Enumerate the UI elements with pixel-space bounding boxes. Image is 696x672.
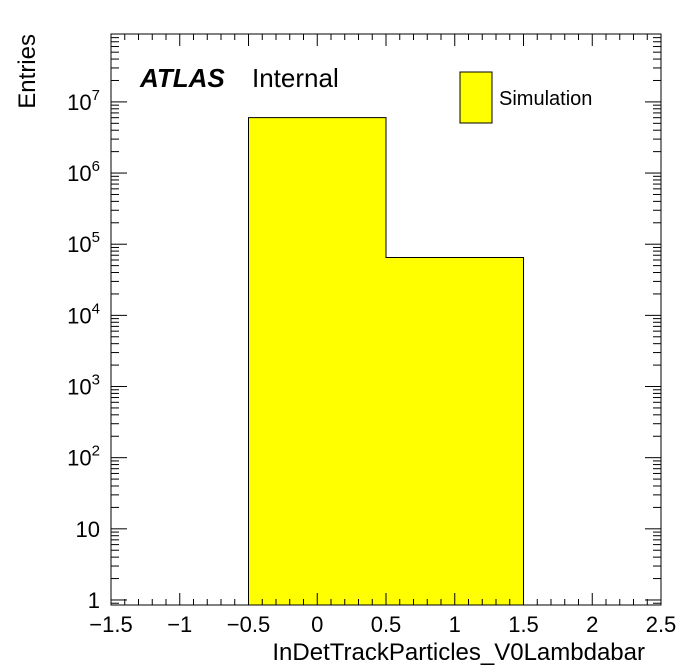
histogram-bar-1 xyxy=(386,257,524,605)
x-tick-label: 2.5 xyxy=(646,612,677,637)
atlas-status-label: Internal xyxy=(252,63,339,93)
x-tick-label: 0.5 xyxy=(371,612,402,637)
histogram-bar-0 xyxy=(248,117,386,606)
y-axis-title: Entries xyxy=(14,34,41,109)
y-tick-label: 1 xyxy=(88,588,100,613)
y-tick-label: 10 xyxy=(76,517,100,542)
x-tick-label: 1.5 xyxy=(508,612,539,637)
x-tick-label: 0 xyxy=(311,612,323,637)
x-tick-label: −1 xyxy=(167,612,192,637)
x-tick-label: 1 xyxy=(449,612,461,637)
y-tick-label: 105 xyxy=(67,229,100,257)
histogram-bars xyxy=(248,117,524,606)
y-axis-tick-labels: 1 10 102 103 104 105 106 107 xyxy=(67,87,100,613)
x-tick-label: 2 xyxy=(586,612,598,637)
y-tick-label: 104 xyxy=(67,300,100,328)
x-axis-tick-labels: −1.5 −1 −0.5 0 0.5 1 1.5 2 2.5 xyxy=(89,612,676,637)
x-axis-ticks xyxy=(110,34,662,605)
histogram-outline xyxy=(248,117,524,605)
legend: Simulation xyxy=(459,71,592,124)
y-tick-label: 106 xyxy=(67,158,100,186)
y-tick-label: 102 xyxy=(67,443,100,471)
y-tick-label: 103 xyxy=(67,372,100,400)
x-tick-label: −1.5 xyxy=(89,612,132,637)
x-tick-label: −0.5 xyxy=(227,612,270,637)
legend-swatch-simulation xyxy=(459,71,493,124)
atlas-label: ATLAS xyxy=(139,63,225,93)
y-axis-ticks xyxy=(111,33,661,604)
x-axis-title: InDetTrackParticles_V0Lambdabar xyxy=(272,639,645,666)
legend-label-simulation: Simulation xyxy=(499,88,592,110)
y-tick-label: 107 xyxy=(67,87,100,115)
